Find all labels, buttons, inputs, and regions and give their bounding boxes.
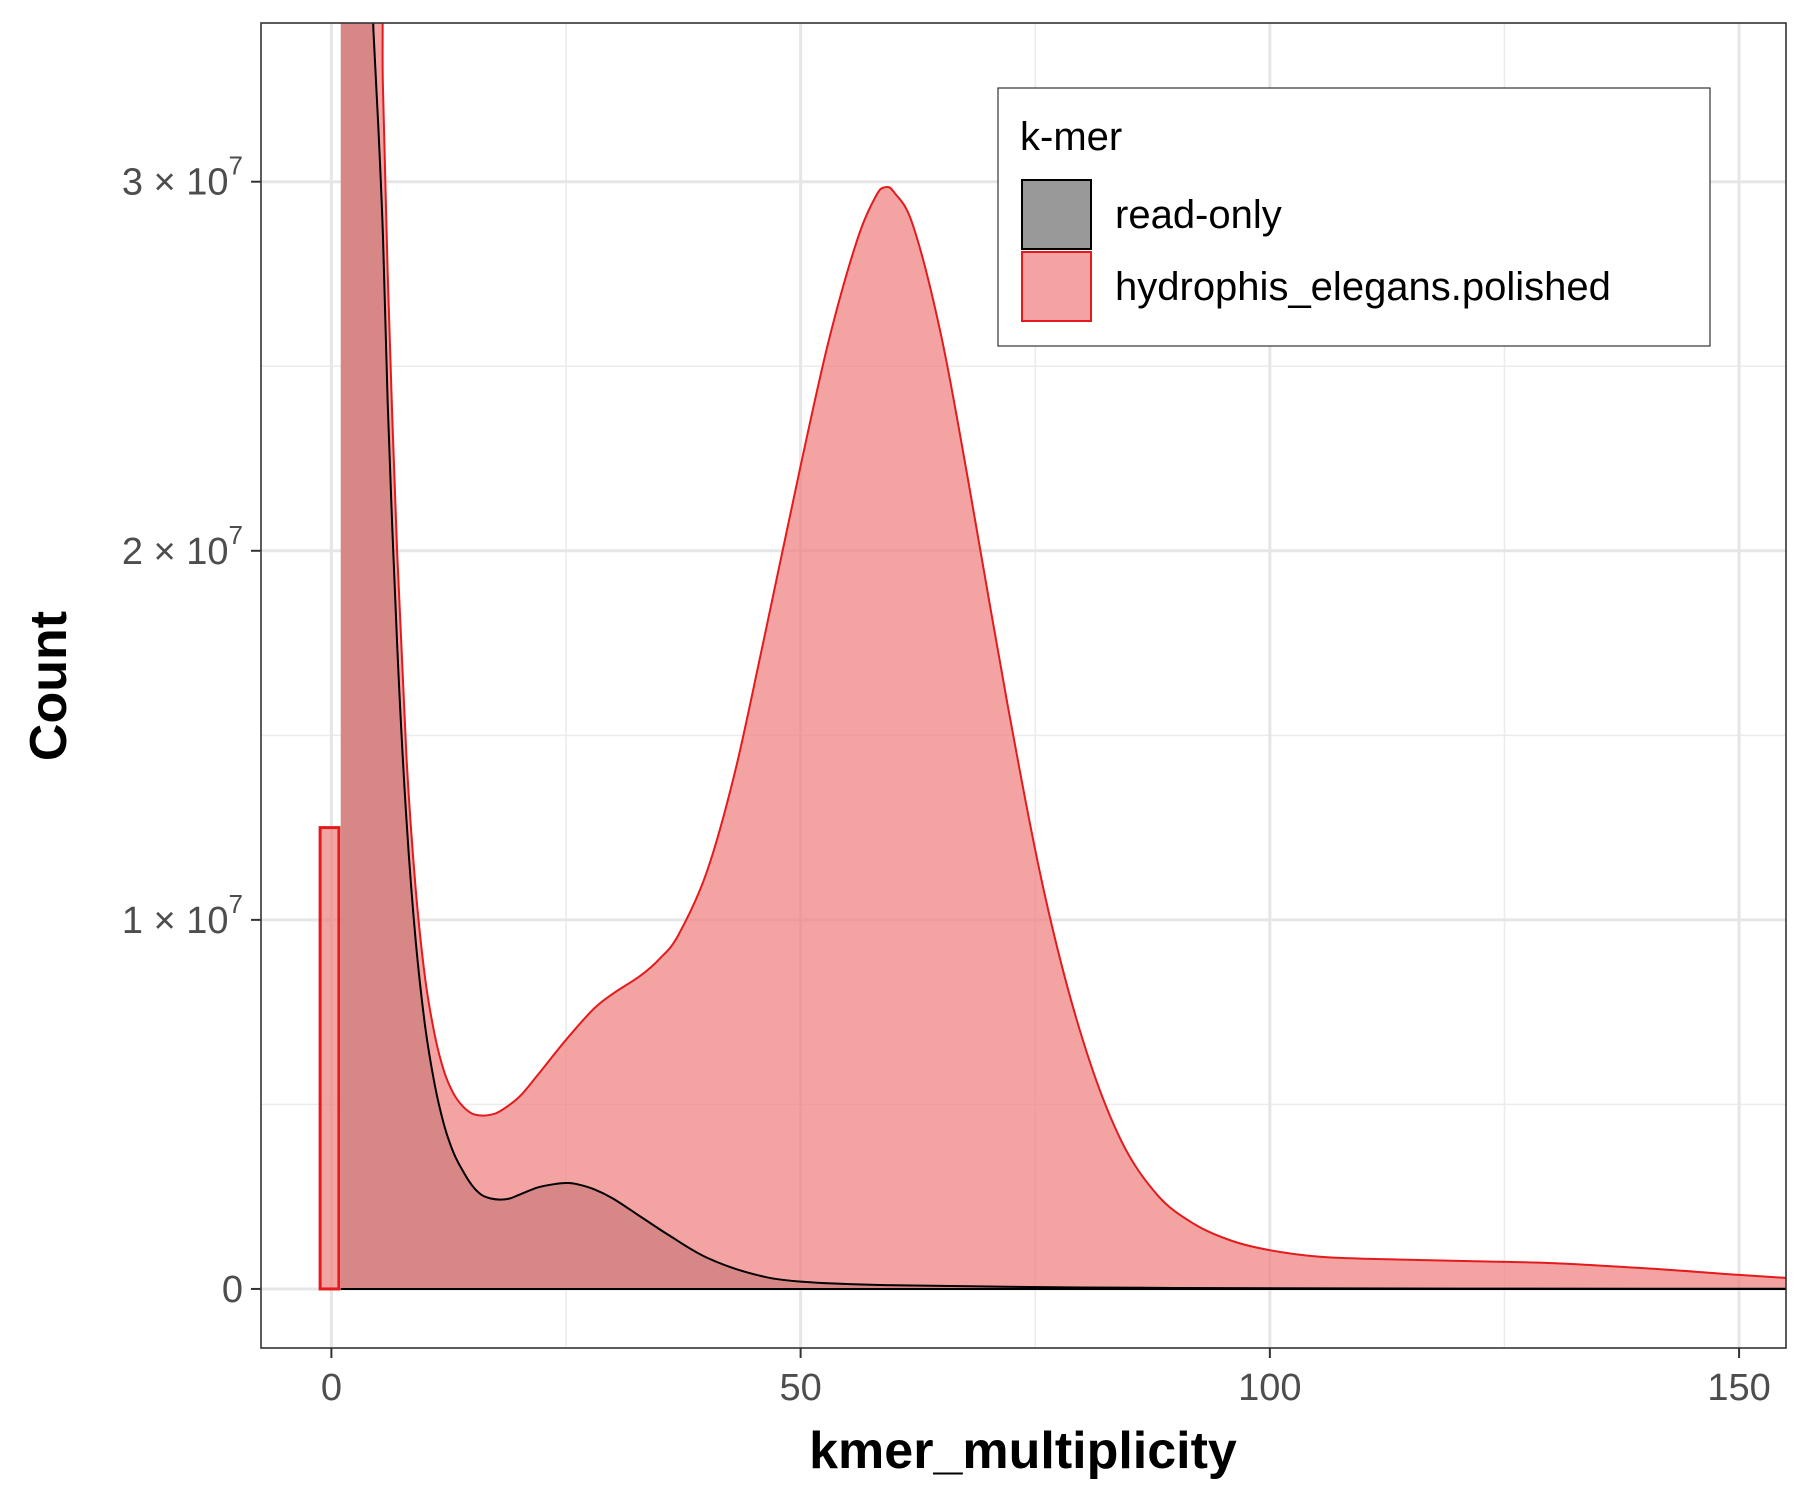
x-tick-label: 150 xyxy=(1707,1367,1770,1409)
bar-zero-multiplicity xyxy=(318,826,341,1291)
legend-label-polished: hydrophis_elegans.polished xyxy=(1115,265,1611,309)
legend: k-mer read-only hydrophis_elegans.polish… xyxy=(997,87,1711,347)
series-polished-line xyxy=(381,23,1786,1279)
y-tick-exponent: 7 xyxy=(229,889,243,919)
legend-label-read-only: read-only xyxy=(1115,193,1282,237)
y-tick-label: 3 × 107 xyxy=(122,151,243,204)
data-series xyxy=(318,23,1786,1291)
plot-panel-border xyxy=(260,22,1787,1349)
x-axis-title: kmer_multiplicity xyxy=(809,1422,1237,1480)
series-polished-area xyxy=(340,23,1786,1289)
legend-key-read-only xyxy=(1021,179,1092,250)
y-tick-mantissa: 1 × 10 xyxy=(122,900,229,942)
y-tick-mantissa: 0 xyxy=(222,1269,243,1311)
y-tick-exponent: 7 xyxy=(229,151,243,181)
legend-box xyxy=(997,87,1711,347)
y-tick-exponent: 7 xyxy=(229,520,243,550)
y-axis-title: Count xyxy=(20,611,78,761)
y-tick-mantissa: 3 × 10 xyxy=(122,162,229,204)
x-tick-label: 0 xyxy=(321,1367,342,1409)
y-tick-mantissa: 2 × 10 xyxy=(122,531,229,573)
y-tick-label: 0 xyxy=(222,1269,243,1311)
y-tick-label: 2 × 107 xyxy=(122,520,243,573)
legend-key-polished xyxy=(1021,251,1092,322)
x-tick-label: 50 xyxy=(779,1367,821,1409)
series-read-only-line xyxy=(372,23,1786,1290)
x-tick-label: 100 xyxy=(1238,1367,1301,1409)
legend-title: k-mer xyxy=(1020,115,1122,159)
y-tick-label: 1 × 107 xyxy=(122,889,243,942)
